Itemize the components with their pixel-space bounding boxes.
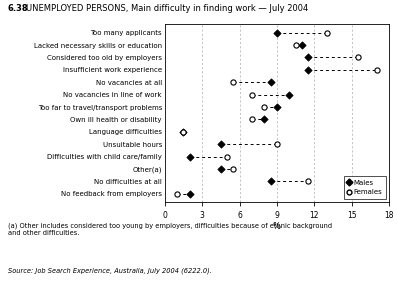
Point <box>218 142 224 146</box>
Point <box>180 130 187 134</box>
Text: 6.38: 6.38 <box>8 4 29 13</box>
Point <box>274 31 280 35</box>
Point <box>268 80 274 85</box>
Point <box>374 68 380 72</box>
Text: Source: Job Search Experience, Australia, July 2004 (6222.0).: Source: Job Search Experience, Australia… <box>8 267 212 274</box>
Point <box>187 191 193 196</box>
Point <box>187 154 193 159</box>
Point <box>180 130 187 134</box>
Point <box>305 55 311 60</box>
Legend: Males, Females: Males, Females <box>344 177 385 199</box>
Point <box>286 92 293 97</box>
Point <box>268 179 274 184</box>
Text: (a) Other includes considered too young by employers, difficulties because of et: (a) Other includes considered too young … <box>8 222 332 236</box>
Point <box>230 80 237 85</box>
Point <box>355 55 361 60</box>
Point <box>293 43 299 47</box>
Point <box>261 105 268 109</box>
Point <box>324 31 330 35</box>
Point <box>305 179 311 184</box>
Point <box>249 117 255 122</box>
Point <box>174 191 180 196</box>
Point <box>230 167 237 171</box>
Point <box>249 92 255 97</box>
Point <box>274 142 280 146</box>
X-axis label: %: % <box>273 222 281 231</box>
Point <box>299 43 305 47</box>
Point <box>218 167 224 171</box>
Text: UNEMPLOYED PERSONS, Main difficulty in finding work — July 2004: UNEMPLOYED PERSONS, Main difficulty in f… <box>26 4 308 13</box>
Point <box>224 154 230 159</box>
Point <box>274 105 280 109</box>
Point <box>305 68 311 72</box>
Point <box>261 117 268 122</box>
